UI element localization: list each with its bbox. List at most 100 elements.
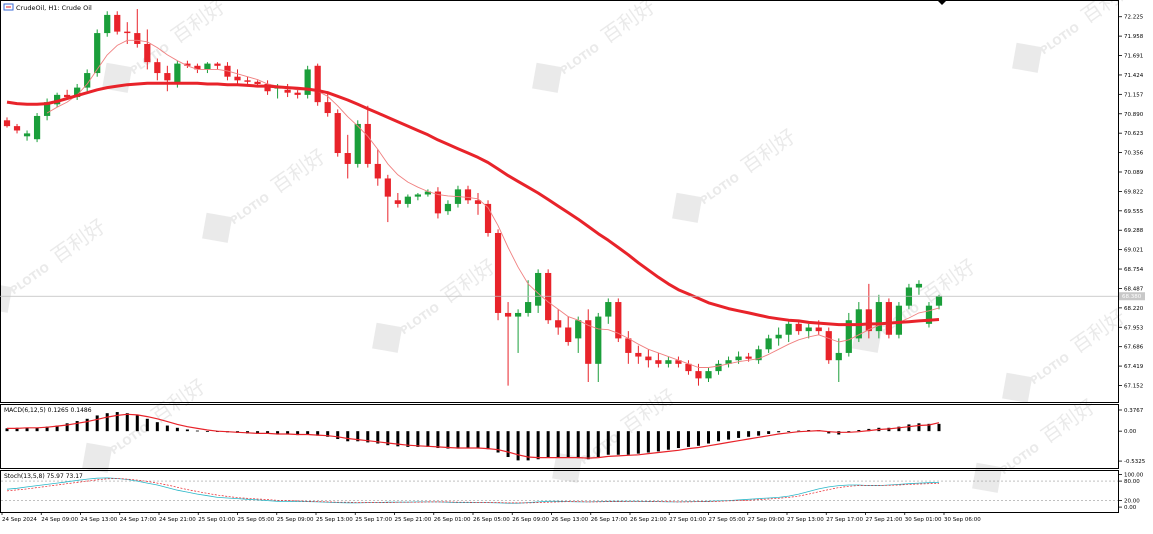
candle-body: [43, 102, 51, 116]
candle-body: [444, 203, 452, 212]
candle-body: [164, 73, 171, 81]
macd-bar: [205, 431, 209, 432]
price-tick-label: 72.225: [1124, 15, 1144, 21]
time-tick-label: 27 Sep 17:00: [826, 517, 863, 523]
time-tick-label: 24 Sep 21:00: [159, 517, 196, 523]
price-tick-label: 71.157: [1124, 92, 1144, 98]
candle-body: [334, 113, 341, 154]
time-axis: 24 Sep 2024 24 Sep 09:00 24 Sep 13:00 24 Se…: [1, 512, 981, 523]
watermark-brand: PLOTIO: [1038, 21, 1082, 57]
price-tick-label: 67.419: [1124, 364, 1144, 370]
candle-body: [555, 320, 562, 328]
macd-bar: [5, 428, 9, 432]
macd-bar: [586, 431, 590, 460]
time-tick-label: 27 Sep 13:00: [787, 517, 824, 523]
watermark-brand: PLOTIO: [8, 261, 52, 297]
macd-bar: [436, 431, 440, 449]
macd-bar: [646, 431, 650, 453]
candle-body: [685, 363, 692, 372]
macd-bar: [95, 415, 99, 432]
candle-body: [895, 305, 903, 335]
price-pane-frame: [0, 0, 1119, 403]
stoch-tick-label: 80.00: [1124, 479, 1140, 485]
macd-series: [5, 412, 941, 461]
candle-body: [635, 352, 642, 357]
candle-body: [234, 76, 241, 81]
price-tick-label: 69.021: [1124, 248, 1143, 254]
watermark-cjk: 百利好: [617, 384, 680, 438]
macd-bar: [15, 427, 19, 432]
stochastic-series: [1, 477, 1118, 504]
candle-body: [565, 327, 572, 343]
watermark-brand: PLOTIO: [1028, 351, 1072, 387]
candle-body: [725, 360, 732, 364]
macd-bar: [757, 431, 761, 436]
macd-bar: [626, 431, 630, 455]
candle-body: [414, 194, 421, 197]
macd-bar: [707, 431, 710, 444]
candle-body: [645, 356, 652, 361]
watermark-cjk: 百利好: [737, 124, 800, 178]
macd-bar: [456, 431, 460, 449]
watermark-logo-icon: [672, 192, 703, 223]
candle-body: [394, 200, 401, 204]
watermark-brand: PLOTIO: [108, 421, 152, 457]
macd-bar: [857, 430, 861, 432]
watermark-cjk: 百利好: [597, 0, 660, 48]
shift-marker-icon[interactable]: [938, 1, 946, 5]
candle-body: [775, 334, 782, 339]
price-y-axis: 72.225 71.958 71.691 71.424 71.157 70.890 70.6…: [1118, 15, 1144, 389]
macd-bar: [356, 431, 360, 442]
macd-bar: [897, 426, 901, 432]
watermark-logo-icon: [1012, 42, 1043, 73]
candle-body: [765, 338, 772, 350]
macd-y-axis: 0.3767 0.00 -0.5325: [1118, 408, 1146, 465]
time-tick-label: 24 Sep 2024: [2, 517, 37, 523]
candle-body: [735, 356, 742, 361]
macd-bar: [135, 415, 139, 432]
macd-bar: [195, 430, 199, 432]
watermark-brand: PLOTIO: [578, 431, 622, 467]
candle-body: [875, 302, 882, 332]
macd-bar: [767, 431, 771, 434]
ma-slow-line: [6, 81, 940, 327]
candle-body: [655, 360, 662, 364]
macd-bar: [416, 431, 420, 447]
candle-body: [23, 133, 31, 137]
candle-body: [745, 356, 752, 359]
candle-body: [885, 302, 892, 335]
candle-body: [284, 89, 291, 93]
time-tick-label: 24 Sep 17:00: [120, 517, 157, 523]
candle-body: [294, 92, 301, 95]
macd-bar: [45, 426, 49, 432]
price-tick-label: 70.089: [1124, 170, 1144, 176]
candle-body: [204, 63, 211, 70]
price-tick-label: 68.487: [1124, 286, 1144, 292]
candle-body: [384, 178, 391, 197]
candle-body: [354, 123, 361, 164]
macd-bar: [566, 431, 570, 458]
candle-body: [575, 320, 582, 339]
macd-bar: [546, 431, 550, 458]
candle-body: [484, 203, 492, 233]
macd-bar: [526, 431, 530, 461]
macd-bar: [276, 431, 280, 435]
macd-bar: [686, 431, 690, 447]
macd-bar: [155, 422, 159, 432]
macd-bar: [676, 431, 680, 449]
time-tick-label: 26 Sep 05:00: [473, 517, 510, 523]
candle-body: [13, 126, 21, 131]
watermark-brand: PLOTIO: [398, 301, 442, 337]
macd-signal-line: [7, 413, 940, 459]
macd-pane-frame: [0, 404, 1119, 469]
macd-bar: [696, 431, 700, 446]
watermark-brand: PLOTIO: [698, 171, 742, 207]
macd-bar: [927, 423, 931, 432]
candle-body: [514, 312, 522, 317]
time-tick-label: 25 Sep 05:00: [238, 517, 275, 523]
macd-bar: [296, 431, 300, 436]
macd-bar: [266, 431, 270, 434]
